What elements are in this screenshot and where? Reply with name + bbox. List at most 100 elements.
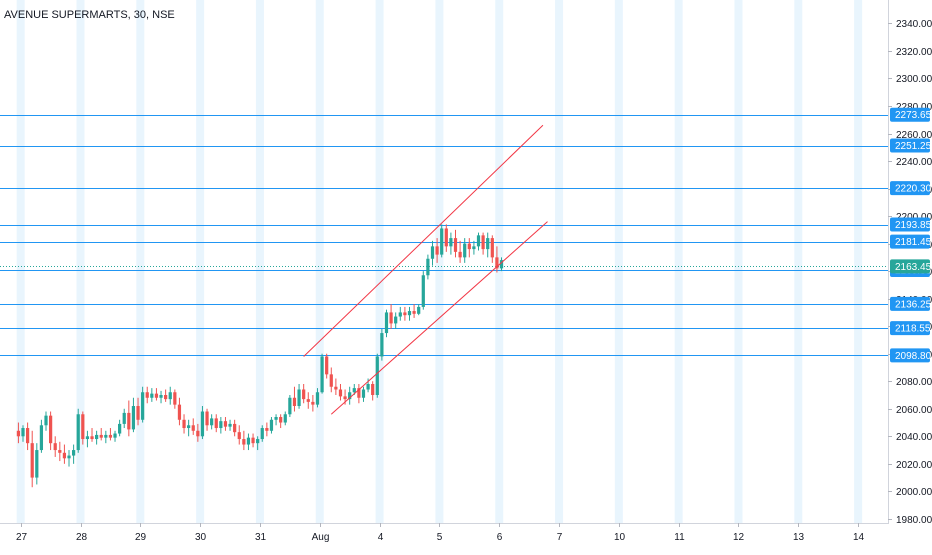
time-tick-label: 12: [733, 532, 745, 543]
time-tick-label: 13: [793, 532, 805, 543]
candle-body: [58, 450, 62, 453]
level-price-label: 2273.65: [895, 110, 932, 121]
session-band: [794, 0, 803, 523]
level-price-tag: [890, 296, 930, 311]
candle-body: [371, 383, 375, 396]
candle-body: [210, 418, 214, 426]
level-price-label: 2098.80: [895, 351, 932, 362]
level-price-label: 2251.25: [895, 141, 932, 152]
candle-body: [113, 433, 117, 438]
candle-body: [403, 312, 407, 316]
candle-body: [200, 411, 205, 437]
price-tick-label: 2340.00: [896, 19, 932, 30]
level-price-label: 2193.85: [895, 220, 932, 231]
candle-body: [251, 437, 255, 444]
candle-body: [329, 374, 333, 387]
candle-body: [430, 246, 435, 259]
channel-trendline[interactable]: [303, 124, 544, 357]
price-tick-label: 2200.00: [896, 212, 932, 223]
session-band: [315, 0, 324, 523]
candle-body: [214, 418, 218, 429]
time-axis[interactable]: 27 28 29 30 31 Aug 4 5 6 7 10 11 12 13 14: [0, 523, 889, 550]
candle-body: [417, 306, 421, 314]
price-tick-label: 2080.00: [896, 377, 932, 388]
candle-body: [394, 316, 398, 324]
candle-body: [389, 312, 393, 324]
channel-trendline[interactable]: [330, 221, 548, 415]
candle-body: [99, 434, 103, 438]
level-price-tag: [890, 348, 930, 363]
session-band: [555, 0, 564, 523]
candle-body: [283, 414, 287, 423]
session-bands: [16, 0, 863, 523]
candle-body: [476, 235, 481, 247]
price-tick-label: 2280.00: [896, 102, 932, 113]
candle-body: [108, 434, 113, 438]
session-band: [674, 0, 683, 523]
candle-body: [375, 356, 379, 396]
candle-body: [72, 450, 76, 456]
candle-body: [444, 228, 448, 247]
candle-body: [127, 412, 131, 430]
candle-body: [467, 243, 471, 250]
candle-body: [173, 392, 177, 405]
level-price-tag: [890, 107, 930, 122]
candle-body: [49, 415, 53, 444]
level-price-tag: [890, 234, 930, 249]
level-price-tag: [890, 217, 930, 232]
time-tick-label: 5: [437, 532, 443, 543]
candle-body: [495, 257, 499, 269]
candle-body: [122, 412, 126, 424]
candle-body: [435, 246, 439, 255]
candle-body: [407, 311, 412, 316]
candle-body: [205, 411, 209, 426]
time-tick-label: Aug: [312, 532, 330, 543]
candle-body: [352, 388, 356, 393]
candle-body: [311, 401, 315, 405]
candle-body: [458, 251, 462, 258]
candle-body: [67, 455, 71, 459]
candle-body: [302, 389, 306, 400]
session-band: [435, 0, 444, 523]
candle-body: [154, 393, 159, 398]
candle-body: [486, 238, 490, 250]
channel-lines[interactable]: [303, 124, 548, 415]
candle-body: [237, 432, 241, 440]
price-tick-label: 2000.00: [896, 487, 932, 498]
time-tick-label: 4: [378, 532, 384, 543]
candle-body: [104, 434, 108, 438]
level-price-label: 2118.55: [895, 324, 931, 335]
time-tick-label: 6: [497, 532, 503, 543]
candle-body: [196, 430, 200, 437]
candle-body: [472, 246, 476, 250]
candle-body: [90, 436, 94, 440]
candle-body: [348, 392, 352, 400]
session-band: [196, 0, 205, 523]
candle-body: [141, 392, 145, 420]
session-band: [16, 0, 25, 523]
candle-body: [453, 238, 458, 252]
candle-body: [334, 386, 338, 390]
candle-body: [440, 228, 444, 255]
time-tick-label: 11: [674, 532, 685, 543]
price-tick-label: 2240.00: [896, 157, 932, 168]
candle-body: [357, 388, 361, 398]
candle-body: [463, 243, 467, 258]
candle-body: [246, 437, 251, 445]
candle-body: [288, 397, 292, 415]
candle-body: [412, 311, 416, 314]
time-tick-label: 27: [16, 532, 28, 543]
candle-body: [297, 389, 301, 407]
candles: [16, 224, 504, 488]
horizontal-levels[interactable]: [0, 115, 888, 356]
candle-body: [21, 428, 25, 437]
candle-body: [315, 392, 320, 405]
candle-body: [145, 392, 149, 398]
session-band: [734, 0, 743, 523]
last-price-tag: [890, 259, 930, 274]
candle-body: [150, 393, 154, 398]
candle-body: [228, 423, 232, 427]
candle-body: [62, 452, 67, 459]
